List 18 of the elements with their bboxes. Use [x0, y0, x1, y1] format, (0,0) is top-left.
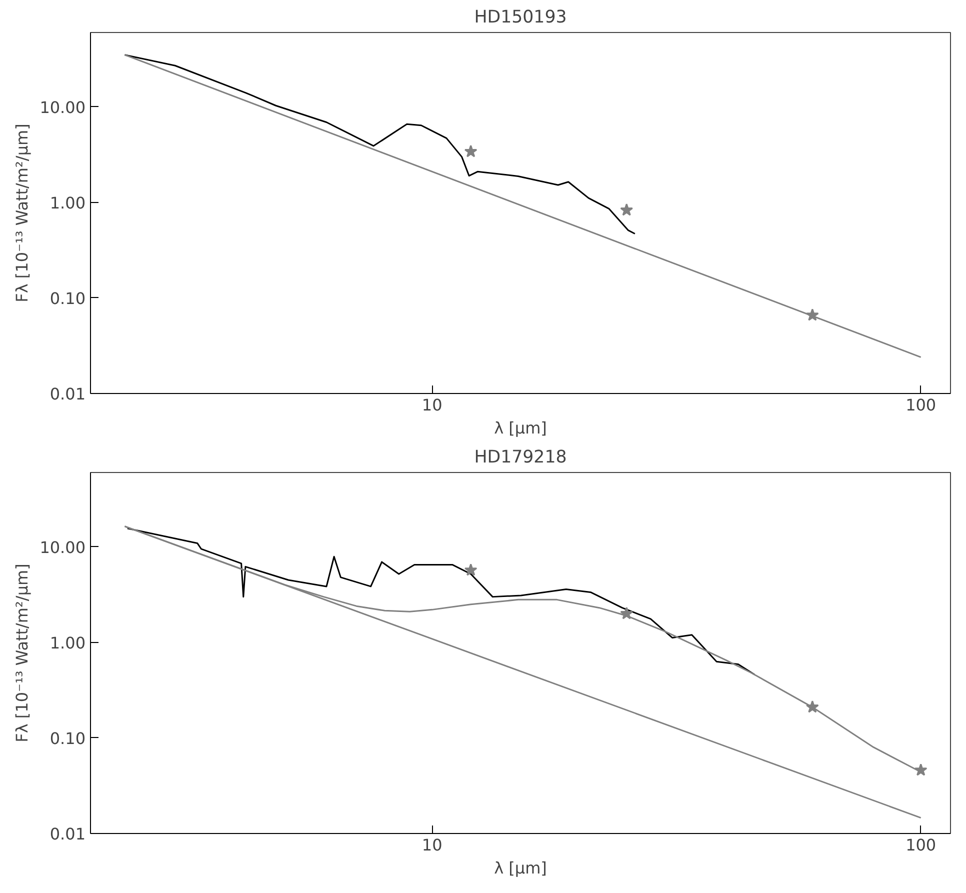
y-tick-label: 10.00 — [40, 538, 86, 557]
y-tick-label: 1.00 — [50, 193, 86, 212]
x-axis-title: λ [µm] — [494, 858, 547, 878]
y-axis-title: Fλ [10⁻¹³ Watt/m²/µm] — [12, 564, 32, 742]
y-tick-label: 0.10 — [50, 728, 86, 748]
x-tick-label: 100 — [906, 836, 936, 854]
x-tick-label: 100 — [906, 396, 936, 414]
x-tick-label: 10 — [422, 836, 442, 854]
x-tick-label: 10 — [422, 396, 442, 414]
x-axis-title: λ [µm] — [494, 418, 547, 438]
y-tick-label: 1.00 — [50, 633, 86, 652]
y-tick-label: 0.10 — [50, 288, 86, 308]
y-axis-title: Fλ [10⁻¹³ Watt/m²/µm] — [12, 124, 32, 302]
y-tick-label: 0.01 — [50, 824, 86, 844]
chart-title: HD150193 — [474, 8, 567, 28]
chart-title: HD179218 — [474, 448, 567, 468]
y-tick-label: 10.00 — [40, 98, 86, 117]
y-tick-label: 0.01 — [50, 384, 86, 404]
